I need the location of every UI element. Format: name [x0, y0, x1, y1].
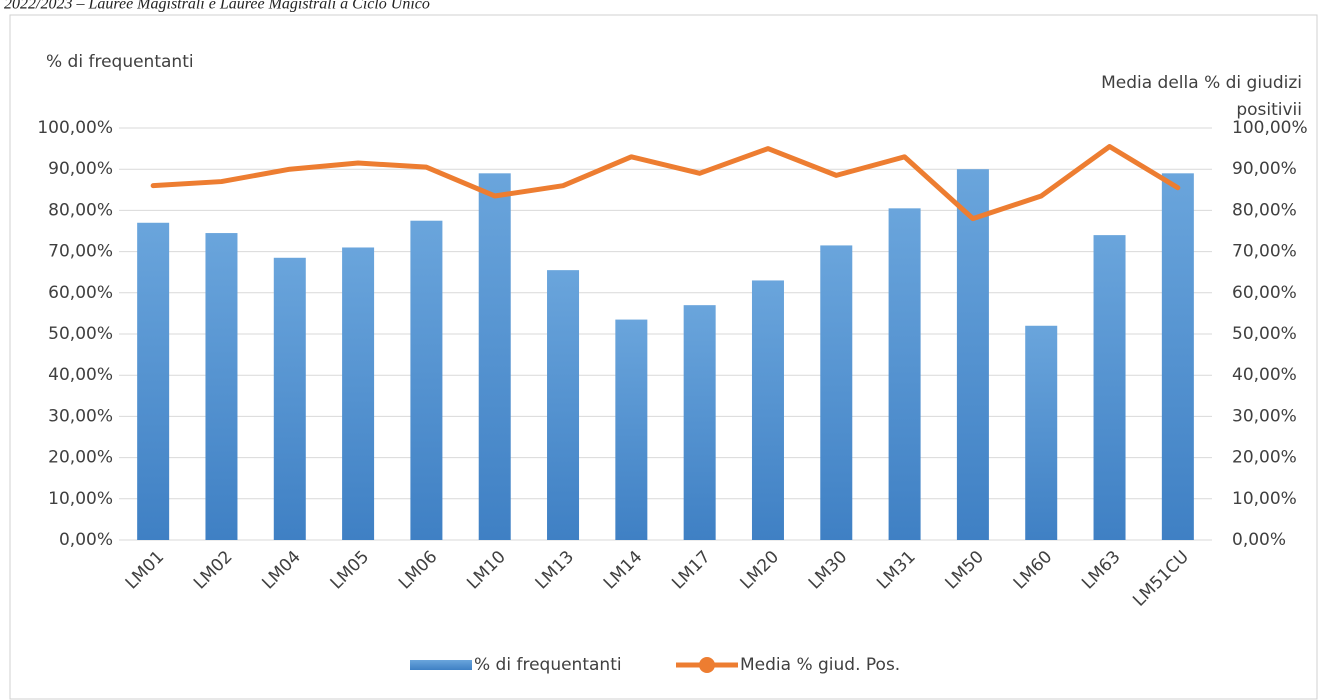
- bar: [1093, 235, 1126, 540]
- x-tick-label: LM10: [463, 547, 510, 594]
- legend-label: Media % giud. Pos.: [740, 655, 900, 675]
- y-tick-label: 0,00%: [59, 530, 113, 550]
- y-tick-label: 50,00%: [48, 324, 113, 344]
- y2-tick-label: 60,00%: [1232, 283, 1297, 303]
- x-tick-label: LM20: [737, 547, 784, 594]
- bar: [478, 173, 511, 540]
- bar: [137, 222, 170, 540]
- bar: [410, 220, 443, 540]
- x-tick-label: LM60: [1010, 547, 1057, 594]
- y2-tick-label: 70,00%: [1232, 242, 1297, 262]
- bar: [751, 280, 784, 540]
- bar: [888, 208, 921, 540]
- x-tick-label: LM17: [668, 547, 715, 594]
- y2-tick-label: 100,00%: [1232, 118, 1308, 138]
- y2-axis-title: positivii: [1236, 100, 1302, 120]
- x-tick-label: LM04: [258, 547, 305, 594]
- bar: [1025, 325, 1058, 540]
- y2-tick-label: 40,00%: [1232, 365, 1297, 385]
- x-tick-label: LM31: [873, 547, 920, 594]
- x-tick-label: LM51CU: [1129, 547, 1193, 611]
- bar: [956, 169, 989, 540]
- legend-label: % di frequentanti: [474, 655, 622, 675]
- x-tick-label: LM30: [805, 547, 852, 594]
- y-tick-label: 70,00%: [48, 242, 113, 262]
- y-tick-label: 10,00%: [48, 489, 113, 509]
- y2-tick-label: 30,00%: [1232, 406, 1297, 426]
- y2-tick-label: 90,00%: [1232, 159, 1297, 179]
- line: [150, 144, 1181, 222]
- bar: [342, 247, 375, 541]
- x-tick-label: LM01: [122, 547, 169, 594]
- y2-tick-label: 20,00%: [1232, 448, 1297, 468]
- x-tick-label: LM13: [532, 547, 579, 594]
- x-tick-label: LM14: [600, 547, 647, 594]
- legend-marker: [699, 657, 715, 673]
- y2-tick-label: 10,00%: [1232, 489, 1297, 509]
- bar: [683, 305, 716, 540]
- y-tick-label: 40,00%: [48, 365, 113, 385]
- bar: [205, 233, 238, 540]
- y-tick-label: 80,00%: [48, 200, 113, 220]
- bar: [273, 257, 306, 540]
- x-tick-label: LM02: [190, 547, 237, 594]
- y-tick-label: 20,00%: [48, 448, 113, 468]
- y2-tick-label: 0,00%: [1232, 530, 1286, 550]
- bar: [547, 270, 580, 540]
- x-tick-label: LM06: [395, 547, 442, 594]
- y-tick-label: 90,00%: [48, 159, 113, 179]
- chart-frame: [9, 14, 1318, 700]
- y2-tick-label: 50,00%: [1232, 324, 1297, 344]
- caption: 2022/2023 – Lauree Magistrali e Lauree M…: [4, 0, 430, 13]
- bar: [820, 245, 853, 541]
- y-axis-title: % di frequentanti: [46, 52, 194, 72]
- bar: [615, 319, 648, 540]
- x-tick-label: LM50: [941, 547, 988, 594]
- y-tick-label: 100,00%: [37, 118, 113, 138]
- y-tick-label: 30,00%: [48, 406, 113, 426]
- x-tick-label: LM05: [327, 547, 374, 594]
- x-tick-label: LM63: [1078, 547, 1125, 594]
- y-tick-label: 60,00%: [48, 283, 113, 303]
- bar: [1161, 173, 1194, 540]
- y2-axis-title: Media della % di giudizi: [1101, 73, 1302, 93]
- legend-swatch: [410, 660, 472, 670]
- y2-tick-label: 80,00%: [1232, 200, 1297, 220]
